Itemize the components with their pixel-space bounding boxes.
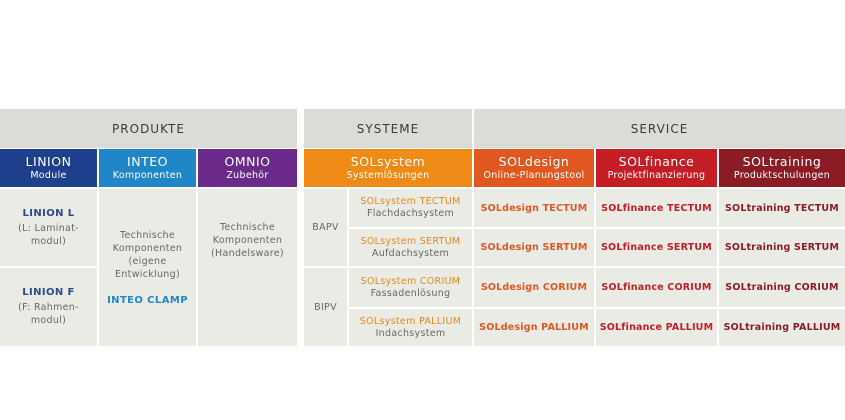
- service-label: SOLtraining CORIUM: [725, 282, 839, 293]
- service-cell: SOLfinance SERTUM: [596, 229, 717, 266]
- inteo-clamp-label: INTEO CLAMP: [107, 295, 188, 306]
- system-desc: Flachdachsystem: [366, 208, 455, 219]
- category-title: LINION: [25, 154, 72, 169]
- service-cell: SOLtraining SERTUM: [719, 229, 845, 266]
- system-corium: SOLsystem CORIUM Fassadenlösung: [349, 268, 472, 307]
- category-subtitle: Zubehör: [226, 170, 269, 181]
- service-label: SOLfinance SERTUM: [601, 242, 712, 253]
- product-desc-line: (Handelsware): [211, 248, 284, 259]
- system-type-bipv: BIPV: [304, 268, 347, 346]
- category-subtitle: Komponenten: [112, 170, 183, 181]
- category-soldesign: SOLdesign Online-Planungstool: [474, 149, 594, 187]
- category-solsystem: SOLsystem Systemlösungen: [304, 149, 472, 187]
- service-label: SOLdesign SERTUM: [480, 242, 588, 253]
- service-label: SOLfinance TECTUM: [601, 202, 712, 214]
- service-label: SOLfinance PALLIUM: [599, 322, 714, 333]
- service-label: SOLtraining TECTUM: [725, 202, 839, 214]
- product-title: LINION F: [22, 287, 75, 298]
- service-cell: SOLdesign SERTUM: [474, 229, 594, 266]
- product-desc-line: modul): [30, 235, 67, 247]
- system-pallium: SOLsystem PALLIUM Indachsystem: [349, 309, 472, 346]
- product-desc-line: (eigene: [128, 256, 167, 267]
- group-header-produkte: PRODUKTE: [0, 109, 297, 148]
- service-cell: SOLfinance PALLIUM: [596, 309, 717, 346]
- service-cell: SOLtraining PALLIUM: [719, 309, 845, 346]
- system-type-bapv: BAPV: [304, 189, 347, 266]
- system-desc: Indachsystem: [375, 327, 446, 339]
- group-header-service: SERVICE: [474, 109, 845, 148]
- category-title: OMNIO: [224, 154, 271, 169]
- system-desc: Aufdachsystem: [371, 247, 450, 259]
- category-title: SOLfinance: [618, 154, 695, 169]
- category-subtitle: Produktschulungen: [733, 170, 831, 181]
- service-cell: SOLdesign CORIUM: [474, 268, 594, 307]
- system-type-label: BIPV: [314, 301, 337, 313]
- product-desc-line: (F: Rahmen-: [18, 302, 79, 313]
- service-label: SOLtraining PALLIUM: [723, 322, 841, 333]
- product-desc-line: Technische: [220, 222, 275, 233]
- service-cell: SOLfinance TECTUM: [596, 189, 717, 227]
- category-title: SOLtraining: [742, 154, 822, 169]
- category-subtitle: Module: [30, 170, 67, 181]
- service-cell: SOLdesign TECTUM: [474, 189, 594, 227]
- category-subtitle: Online-Planungstool: [483, 170, 585, 181]
- service-label: SOLtraining SERTUM: [724, 242, 840, 253]
- category-omnio: OMNIO Zubehör: [198, 149, 297, 187]
- service-cell: SOLtraining CORIUM: [719, 268, 845, 307]
- category-subtitle: Projektfinanzierung: [607, 170, 706, 181]
- category-subtitle: Systemlösungen: [346, 170, 430, 181]
- system-type-label: BAPV: [312, 222, 339, 233]
- service-label: SOLfinance CORIUM: [601, 282, 712, 293]
- system-desc: Fassadenlösung: [370, 287, 451, 299]
- product-inteo: Technische Komponenten (eigene Entwicklu…: [99, 189, 196, 346]
- system-tectum: SOLsystem TECTUM Flachdachsystem: [349, 189, 472, 227]
- system-sertum: SOLsystem SERTUM Aufdachsystem: [349, 229, 472, 266]
- category-inteo: INTEO Komponenten: [99, 149, 196, 187]
- product-linion-f: LINION F (F: Rahmen- modul): [0, 268, 97, 346]
- system-name: SOLsystem PALLIUM: [359, 315, 462, 327]
- service-label: SOLdesign PALLIUM: [479, 322, 589, 333]
- category-title: INTEO: [127, 154, 168, 169]
- service-cell: SOLtraining TECTUM: [719, 189, 845, 227]
- product-linion-l: LINION L (L: Laminat- modul): [0, 189, 97, 266]
- product-desc-line: Komponenten: [112, 243, 183, 254]
- product-title: LINION L: [22, 207, 75, 219]
- service-label: SOLdesign TECTUM: [480, 202, 588, 214]
- category-solfinance: SOLfinance Projektfinanzierung: [596, 149, 717, 187]
- product-desc-line: modul): [30, 315, 67, 326]
- product-omnio: Technische Komponenten (Handelsware): [198, 189, 297, 346]
- product-desc-line: Technische: [120, 230, 175, 241]
- category-soltraining: SOLtraining Produktschulungen: [719, 149, 845, 187]
- product-desc-line: (L: Laminat-: [18, 222, 79, 234]
- group-header-systeme: SYSTEME: [304, 109, 472, 148]
- service-cell: SOLfinance CORIUM: [596, 268, 717, 307]
- product-desc-line: Entwicklung): [115, 269, 180, 280]
- system-name: SOLsystem TECTUM: [360, 196, 461, 207]
- service-label: SOLdesign CORIUM: [480, 282, 588, 293]
- category-title: SOLdesign: [498, 154, 570, 169]
- system-name: SOLsystem SERTUM: [360, 235, 461, 247]
- category-linion: LINION Module: [0, 149, 97, 187]
- system-name: SOLsystem CORIUM: [360, 275, 461, 287]
- product-desc-line: Komponenten: [212, 235, 283, 246]
- service-cell: SOLdesign PALLIUM: [474, 309, 594, 346]
- category-title: SOLsystem: [350, 154, 426, 169]
